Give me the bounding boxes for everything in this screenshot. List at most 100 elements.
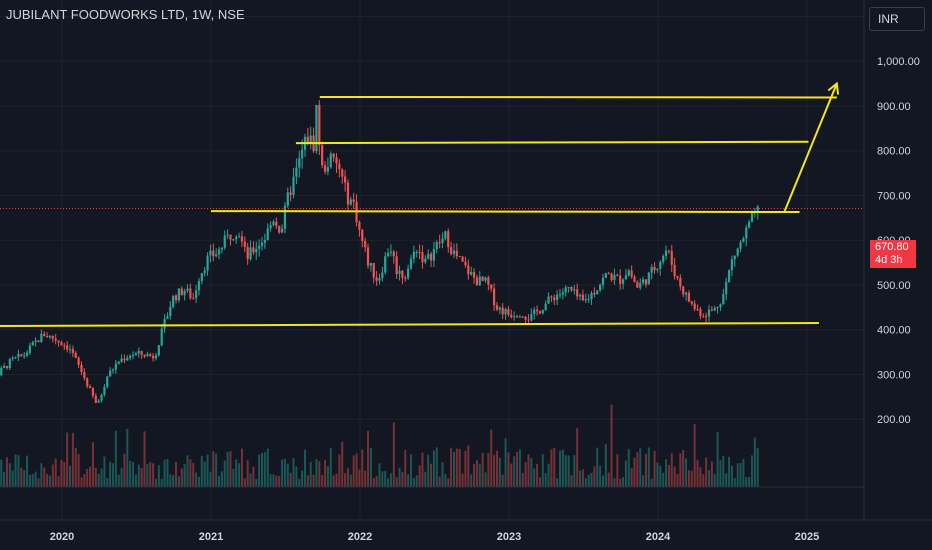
volume-bar [112,463,115,487]
candle-body [298,158,301,168]
volume-bar [728,456,731,487]
candle-body [246,246,249,260]
candle-body [174,295,178,301]
volume-bar [169,474,172,487]
candle-body [384,256,387,273]
volume-bar [642,475,645,487]
candle-body [392,251,395,257]
currency-button[interactable]: INR [869,7,925,31]
candle-body [157,345,160,356]
volume-bar [223,460,226,487]
candle-body [146,354,149,357]
candle-body [226,234,229,236]
volume-bar [54,458,57,487]
candle-body [710,309,713,311]
candle-body [5,365,9,369]
volume-bar [467,445,470,487]
candle-body [535,309,539,312]
volume-bar [596,447,599,487]
volume-bar [166,458,169,487]
candle-body [541,310,544,314]
candle-body [601,277,605,285]
volume-bar [63,462,66,487]
volume-bar [636,452,639,487]
volume-bar [367,430,370,487]
volume-bar [696,459,699,487]
volume-bar [269,474,272,487]
candle-body [455,250,458,257]
candle-body [395,256,398,275]
candle-body [556,294,559,301]
candle-body [43,333,46,337]
candle-body [707,309,711,317]
candle-body [86,378,89,387]
candle-body [478,276,481,286]
candle-body [17,353,20,358]
volume-bar [748,477,751,487]
volume-bar [473,464,476,487]
volume-bar [553,448,556,487]
volume-bar [630,467,633,487]
candle-body [521,316,524,318]
volume-bar [103,456,106,487]
candle-body [576,289,579,297]
volume-bar [676,474,679,487]
candle-body [220,247,223,250]
volume-bar [20,467,23,487]
candle-body [180,288,183,296]
user-drawings[interactable] [0,81,840,328]
price-scale[interactable]: 1,100.001,000.00900.00800.00700.00600.00… [877,11,920,426]
candle-body [344,176,347,183]
volume-bar [639,448,642,487]
candle-body [283,205,287,229]
grid-lines [0,0,864,520]
volume-bar [570,475,573,487]
candle-body [278,225,281,233]
volume-bar [175,461,178,487]
volume-bar [100,468,103,487]
candle-body [444,231,447,239]
volume-bar [401,471,404,487]
candle-body [68,349,72,351]
volume-bar [326,466,329,487]
candle-body [607,273,610,275]
candle-body [77,357,80,365]
candle-body [266,228,269,241]
candle-body [673,264,676,277]
candle-body [530,313,533,321]
candle-body [596,290,599,295]
candle-body [427,253,430,259]
time-scale[interactable]: 2020 2021 2022 2023 2024 2025 [50,531,819,543]
candle-body [610,273,613,280]
candle-body [515,316,519,318]
volume-bar [662,472,665,487]
candle-body [177,288,181,301]
volume-bar [361,449,364,487]
volume-bar [699,467,702,487]
volume-bar [229,451,232,487]
volume-bar [51,464,54,487]
volume-bar [134,474,137,487]
volume-bar [702,474,705,487]
volume-bar [435,447,438,487]
candle-body [197,281,201,291]
volume-bar [80,477,83,487]
arrow-line [783,83,838,212]
candle-body [524,317,527,320]
volume-bar [484,472,487,487]
volume-bar [719,460,722,487]
volume-bar [653,450,656,487]
candle-body [126,357,129,361]
candle-body [329,153,332,168]
volume-bar [587,474,590,487]
volume-bar [281,459,284,487]
volume-bar [705,457,708,487]
volume-bar [157,465,160,487]
volume-bar [289,472,292,487]
candle-body [80,364,83,373]
volume-bar [584,478,587,487]
candle-body [272,221,275,225]
volume-bar [753,437,756,487]
volume-bar [644,453,647,487]
